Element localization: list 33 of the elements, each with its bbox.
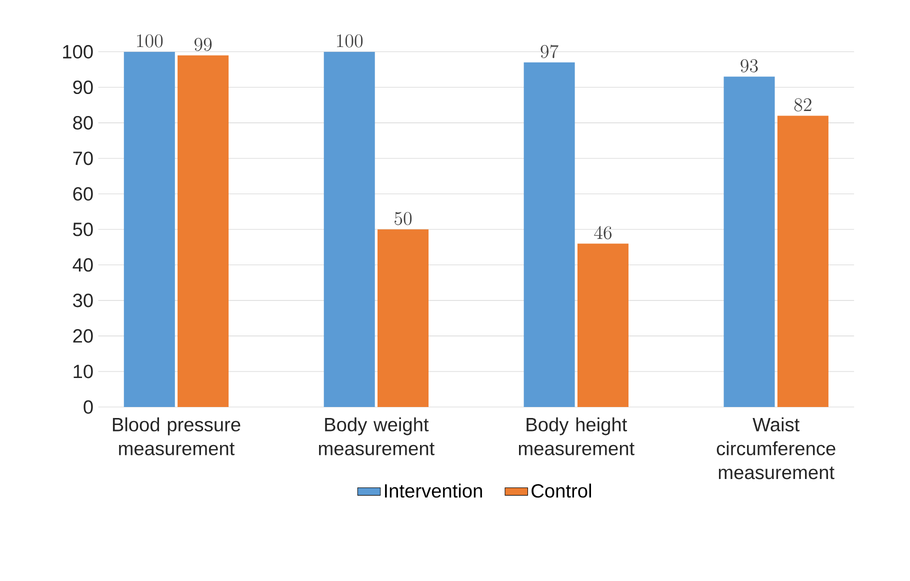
y-tick-label: 40	[72, 258, 93, 272]
data-label: 82	[794, 98, 812, 112]
bar	[124, 52, 175, 408]
bar	[178, 55, 229, 408]
y-tick-label: 60	[73, 187, 93, 201]
y-tick-label: 20	[73, 329, 93, 343]
data-label: 100	[337, 34, 363, 48]
x-tick-label: Body weight measurement	[319, 417, 434, 456]
y-tick-label: 80	[73, 116, 93, 130]
legend-label: Intervention	[385, 484, 482, 498]
data-label: 46	[594, 226, 612, 240]
data-label: 100	[137, 34, 163, 48]
y-tick-label: 0	[84, 400, 93, 414]
bar	[724, 76, 775, 408]
x-tick-label: Waist circumference measurement	[716, 417, 836, 480]
bar	[324, 52, 375, 408]
legend-label: Control	[532, 484, 591, 498]
data-label: 97	[540, 44, 558, 58]
bar	[378, 229, 429, 408]
y-tick-label: 50	[73, 222, 93, 236]
data-label: 99	[194, 38, 212, 52]
data-label: 50	[394, 212, 412, 226]
y-tick-label: 30	[73, 294, 93, 308]
x-tick-label: Blood pressure measurement	[112, 417, 240, 456]
bar	[524, 62, 575, 408]
x-tick-label: Body height measurement	[518, 417, 634, 456]
y-tick-label: 10	[74, 364, 93, 378]
y-tick-label: 70	[73, 152, 93, 166]
data-label: 93	[740, 59, 758, 72]
y-tick-label: 90	[73, 80, 93, 94]
bar	[577, 244, 628, 408]
y-tick-label: 100	[63, 45, 93, 59]
bar	[777, 116, 828, 408]
